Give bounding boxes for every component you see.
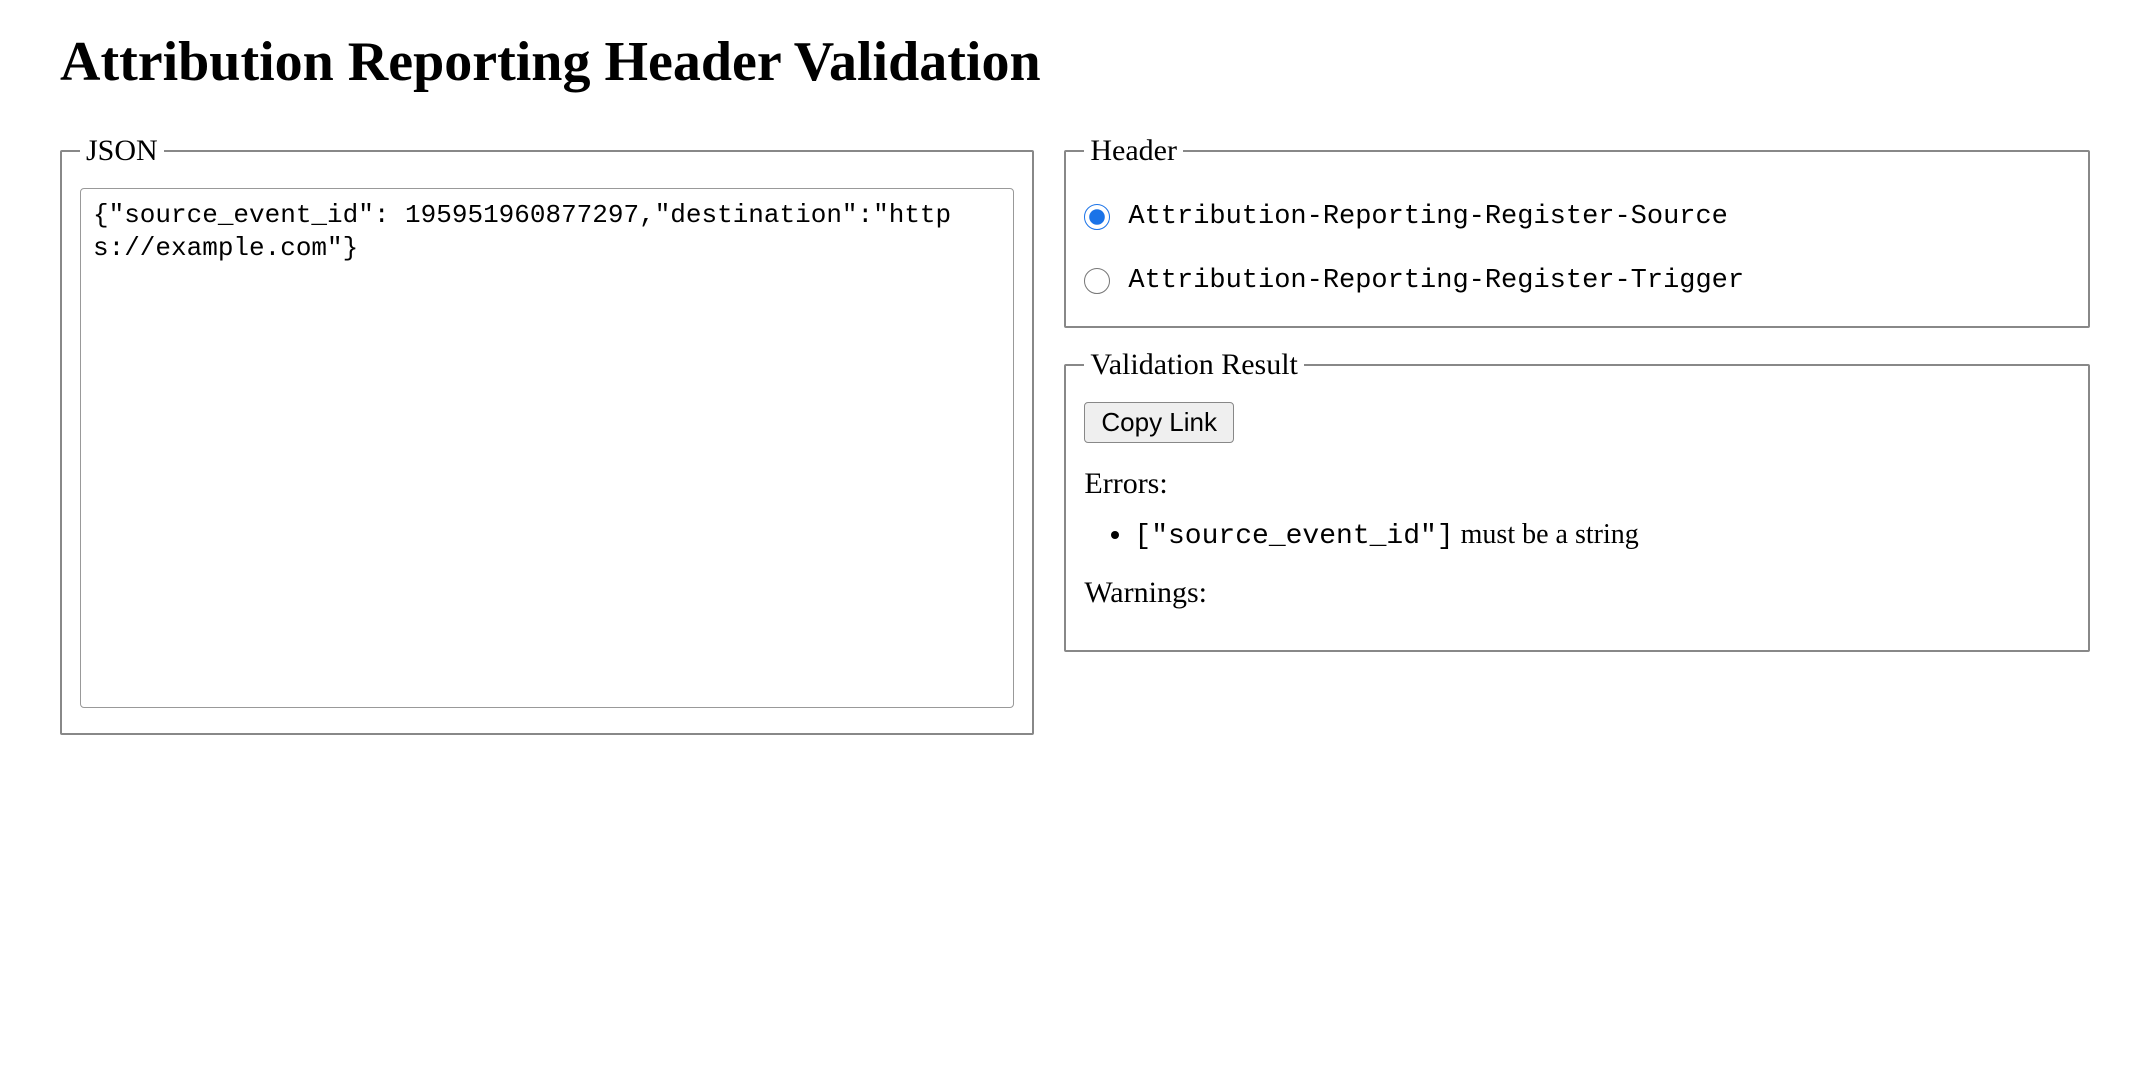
header-radio-group: Attribution-Reporting-Register-Source At… [1084,188,2070,306]
json-fieldset: JSON [60,134,1034,735]
warnings-heading: Warnings: [1084,576,2070,610]
radio-register-source-input[interactable] [1084,204,1110,230]
left-column: JSON [60,134,1034,735]
errors-heading: Errors: [1084,467,2070,501]
error-path: ["source_event_id"] [1134,521,1453,552]
radio-register-trigger-label: Attribution-Reporting-Register-Trigger [1128,266,1744,296]
header-legend: Header [1084,134,1183,168]
radio-register-source-label: Attribution-Reporting-Register-Source [1128,202,1728,232]
errors-list: ["source_event_id"] must be a string [1114,519,2070,552]
error-item: ["source_event_id"] must be a string [1134,519,2070,552]
json-input[interactable] [80,188,1014,708]
validation-result-fieldset: Validation Result Copy Link Errors: ["so… [1064,348,2090,652]
copy-link-button[interactable]: Copy Link [1084,402,1234,443]
right-column: Header Attribution-Reporting-Register-So… [1064,134,2090,735]
radio-register-trigger[interactable]: Attribution-Reporting-Register-Trigger [1084,266,2070,296]
error-message: must be a string [1461,519,1639,550]
header-fieldset: Header Attribution-Reporting-Register-So… [1064,134,2090,328]
page-title: Attribution Reporting Header Validation [60,30,2090,94]
radio-register-source[interactable]: Attribution-Reporting-Register-Source [1084,202,2070,232]
json-legend: JSON [80,134,164,168]
radio-register-trigger-input[interactable] [1084,268,1110,294]
main-columns: JSON Header Attribution-Reporting-Regist… [60,134,2090,735]
validation-result-legend: Validation Result [1084,348,1303,382]
